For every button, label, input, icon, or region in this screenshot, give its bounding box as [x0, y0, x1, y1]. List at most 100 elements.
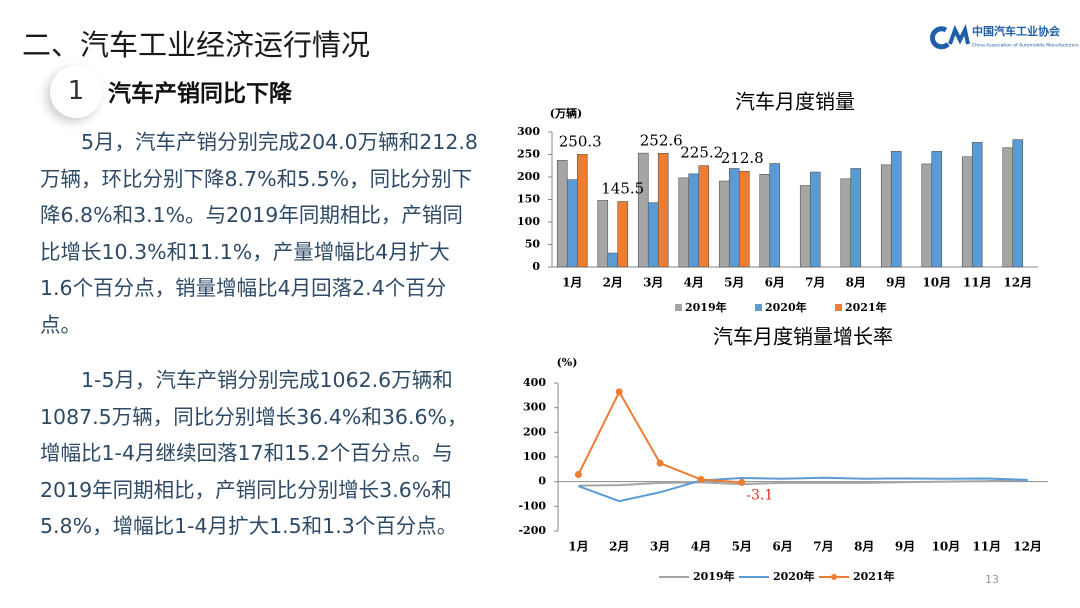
data-label: 212.8 [721, 149, 764, 167]
bar [678, 177, 690, 268]
bar [1002, 147, 1014, 268]
y-tick-label: 200 [523, 425, 546, 438]
logo-english: China Association of Automobile Manufact… [972, 43, 1079, 49]
bar [576, 154, 588, 268]
logo-mark [930, 26, 950, 50]
bar [556, 160, 568, 268]
bar [637, 152, 649, 268]
legend-label: 2021年 [845, 300, 887, 314]
bar [840, 178, 852, 268]
x-tick-label: 3月 [650, 540, 670, 554]
bar [597, 200, 609, 268]
y-tick-label: 300 [517, 125, 540, 138]
y-tick-label: 400 [523, 376, 546, 389]
legend-label: 2021年 [853, 569, 895, 583]
x-tick-label: 12月 [1013, 540, 1042, 554]
x-tick-label: 6月 [772, 540, 792, 554]
x-tick-label: 7月 [805, 276, 825, 290]
line [578, 476, 1028, 503]
bar [738, 170, 750, 268]
y-tick-label: 300 [523, 401, 546, 414]
y-tick-label: 50 [525, 238, 541, 251]
section-number: 1 [50, 66, 102, 118]
bar [566, 179, 578, 268]
x-tick-label: 6月 [765, 276, 785, 290]
bar [880, 164, 892, 268]
slide-title: 二、汽车工业经济运行情况 [22, 28, 371, 62]
x-tick-label: 9月 [886, 276, 906, 290]
x-tick-label: 2月 [603, 276, 623, 290]
marker [574, 471, 582, 479]
legend-label: 2019年 [685, 300, 727, 314]
data-label: -3.1 [746, 487, 773, 503]
bar [698, 165, 710, 268]
logo-mark [948, 24, 970, 45]
x-tick-label: 11月 [963, 276, 992, 290]
legend-swatch [835, 304, 842, 311]
x-tick-label: 5月 [724, 276, 744, 290]
data-label: 145.5 [601, 180, 644, 198]
bar [688, 173, 700, 268]
paragraph: 5月，汽车产销分别完成204.0万辆和212.8万辆，环比分别下降8.7%和5.… [40, 130, 478, 337]
data-label: 225.2 [680, 144, 723, 162]
data-label: 250.3 [559, 132, 602, 150]
bar [799, 185, 811, 268]
x-tick-label: 9月 [895, 540, 915, 554]
bar [647, 202, 659, 268]
x-tick-label: 11月 [972, 540, 1001, 554]
axis-label: (%) [557, 356, 578, 369]
x-tick-label: 8月 [846, 276, 866, 290]
y-tick-label: 150 [517, 193, 540, 206]
bar [931, 151, 943, 268]
x-tick-label: 2月 [609, 540, 629, 554]
y-tick-label: 100 [517, 215, 540, 228]
logo-name: 中国汽车工业协会 [972, 24, 1061, 38]
x-tick-label: 7月 [813, 540, 833, 554]
x-tick-label: 4月 [684, 276, 704, 290]
legend-swatch [755, 304, 762, 311]
marker [697, 475, 705, 483]
page-number: 13 [985, 573, 999, 586]
bar [921, 163, 933, 268]
bar [809, 171, 821, 268]
line [578, 478, 1028, 487]
bar [769, 163, 781, 268]
legend-marker [831, 574, 837, 580]
x-tick-label: 4月 [691, 540, 711, 554]
logo: 中国汽车工业协会 China Association of Automobile… [930, 24, 1079, 50]
bar [890, 151, 902, 268]
marker [615, 388, 623, 396]
marker [738, 478, 746, 486]
y-tick-label: 200 [517, 170, 540, 183]
chart-title: 汽车月度销量 [735, 90, 855, 114]
bar [607, 252, 619, 268]
y-tick-label: 0 [538, 475, 546, 488]
bar [759, 174, 771, 268]
paragraph: 1-5月，汽车产销分别完成1062.6万辆和1087.5万辆，同比分别增长36.… [40, 368, 468, 538]
section-title: 汽车产销同比下降 [108, 81, 292, 107]
x-tick-label: 1月 [562, 276, 582, 290]
x-tick-label: 10月 [922, 276, 951, 290]
chart-title: 汽车月度销量增长率 [713, 325, 893, 349]
legend-swatch [675, 304, 682, 311]
x-tick-label: 5月 [732, 540, 752, 554]
data-label: 252.6 [640, 131, 683, 149]
legend-label: 2020年 [773, 569, 815, 583]
legend-label: 2019年 [693, 569, 735, 583]
y-tick-label: 100 [523, 450, 546, 463]
bar [718, 180, 730, 268]
bar [728, 168, 740, 268]
bar [617, 201, 629, 268]
bar [971, 142, 983, 268]
marker [656, 459, 664, 467]
bar [657, 153, 669, 268]
y-tick-label: -100 [518, 499, 546, 512]
axis-label: (万辆) [550, 106, 582, 120]
x-tick-label: 1月 [568, 540, 588, 554]
y-tick-label: 250 [517, 148, 540, 161]
legend-label: 2020年 [765, 300, 807, 314]
x-tick-label: 3月 [643, 276, 663, 290]
bar [1012, 139, 1024, 268]
